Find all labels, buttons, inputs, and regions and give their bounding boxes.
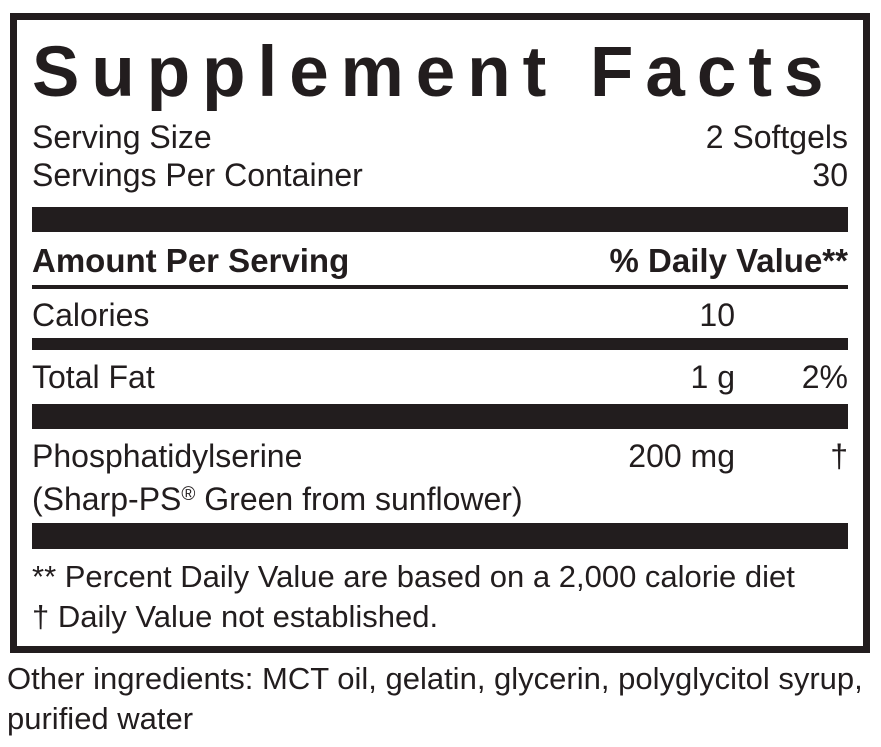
phosphatidylserine-dv-dagger: † bbox=[830, 438, 848, 474]
total-fat-label: Total Fat bbox=[32, 359, 155, 395]
other-ingredients-line-2: purified water bbox=[7, 701, 194, 736]
registered-trademark-symbol: ® bbox=[181, 484, 196, 505]
servings-per-container-row: Servings Per Container 30 bbox=[32, 156, 848, 194]
column-header-row: Amount Per Serving % Daily Value** bbox=[32, 232, 848, 289]
footnote-daily-value-not-established: † Daily Value not established. bbox=[32, 599, 439, 634]
amount-per-serving-header: Amount Per Serving bbox=[32, 242, 350, 279]
serving-size-label: Serving Size bbox=[32, 119, 212, 155]
panel-title: Supplement Facts bbox=[32, 34, 836, 112]
total-fat-dv: 2% bbox=[801, 359, 848, 395]
calories-label: Calories bbox=[32, 297, 150, 333]
servings-per-container-value: 30 bbox=[812, 157, 848, 193]
other-ingredients-section: Other ingredients: MCT oil, gelatin, gly… bbox=[7, 659, 863, 739]
nutrient-row-calories: Calories 10 bbox=[32, 289, 848, 338]
separator-bar-medium bbox=[32, 338, 848, 350]
separator-bar-thick bbox=[32, 404, 848, 429]
other-ingredients-line-1: Other ingredients: MCT oil, gelatin, gly… bbox=[7, 661, 863, 696]
total-fat-amount: 1 g bbox=[690, 359, 735, 395]
serving-size-value: 2 Softgels bbox=[705, 119, 848, 155]
calories-amount: 10 bbox=[699, 297, 735, 333]
phosphatidylserine-label: Phosphatidylserine bbox=[32, 438, 303, 474]
daily-value-header: % Daily Value** bbox=[609, 242, 848, 279]
separator-bar-thick bbox=[32, 523, 848, 549]
phosphatidylserine-source-note: (Sharp-PS® Green from sunflower) bbox=[32, 475, 848, 523]
phosphatidylserine-amount: 200 mg bbox=[628, 438, 735, 474]
supplement-facts-panel: Supplement Facts Serving Size 2 Softgels… bbox=[10, 13, 870, 653]
separator-bar-thick bbox=[32, 207, 848, 232]
nutrient-row-total-fat: Total Fat 1 g 2% bbox=[32, 350, 848, 404]
nutrient-row-phosphatidylserine: Phosphatidylserine 200 mg † bbox=[32, 429, 848, 475]
footnote-percent-daily-value: ** Percent Daily Value are based on a 2,… bbox=[32, 559, 795, 594]
footnotes-section: ** Percent Daily Value are based on a 2,… bbox=[32, 549, 848, 637]
servings-per-container-label: Servings Per Container bbox=[32, 157, 363, 193]
source-note-text-pre: (Sharp-PS bbox=[32, 481, 182, 517]
source-note-text-post: Green from sunflower) bbox=[195, 481, 523, 517]
serving-size-row: Serving Size 2 Softgels bbox=[32, 118, 848, 156]
